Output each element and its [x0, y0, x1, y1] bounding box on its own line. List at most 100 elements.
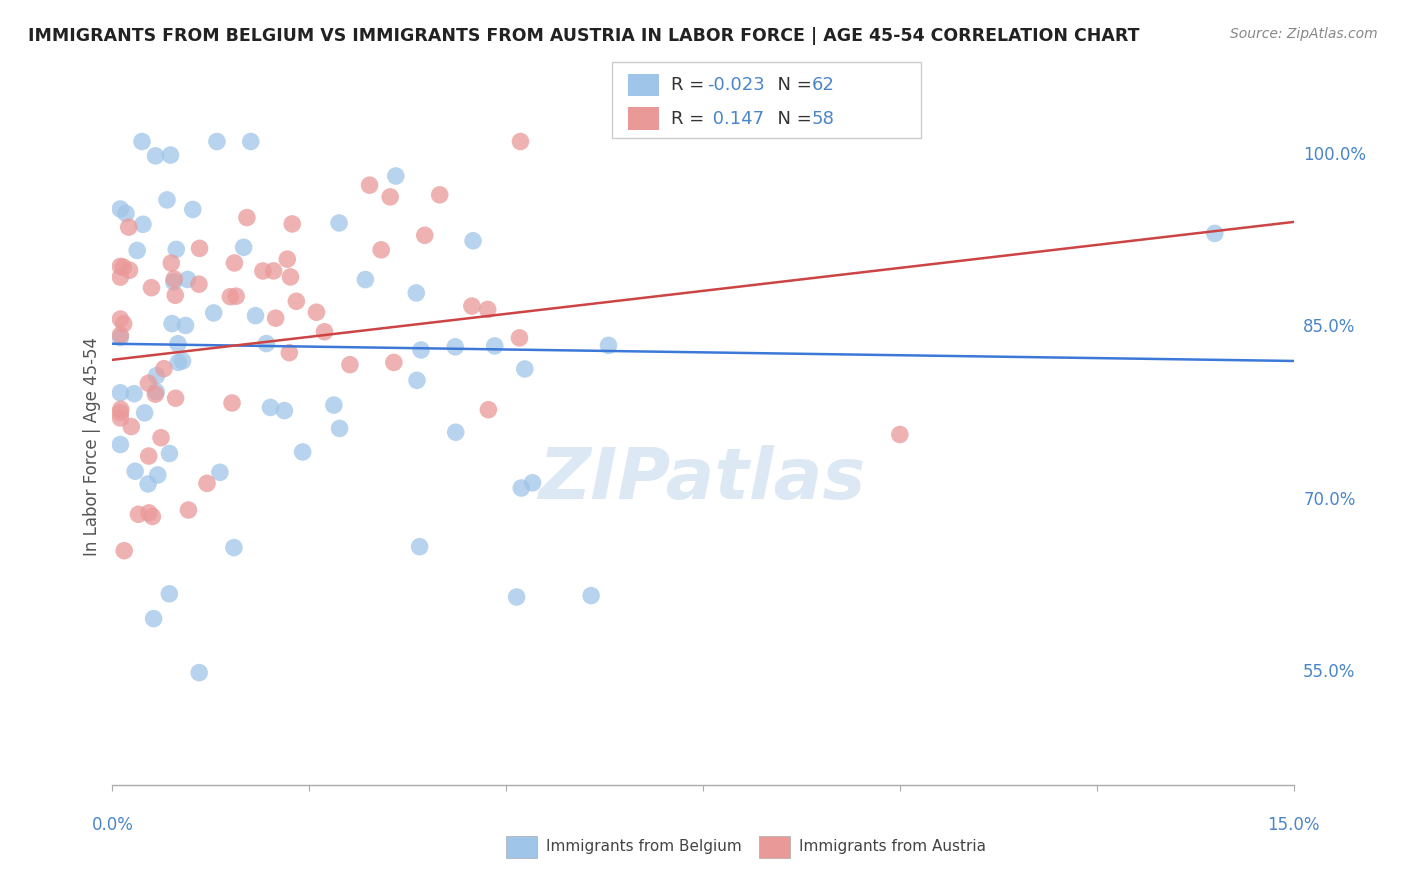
Point — [174, 318, 197, 333]
Point — [382, 355, 405, 369]
Point — [508, 331, 530, 345]
Point — [112, 543, 135, 558]
Point — [165, 391, 187, 405]
Point — [110, 330, 132, 344]
Point — [142, 612, 165, 626]
Point — [110, 312, 132, 326]
Point — [110, 270, 132, 285]
Point — [408, 540, 430, 554]
Text: N =: N = — [766, 110, 818, 128]
Point — [112, 317, 135, 331]
Point — [177, 503, 200, 517]
Point — [146, 467, 169, 482]
Point — [118, 263, 141, 277]
Point — [163, 275, 186, 289]
Point — [167, 336, 190, 351]
Point — [281, 217, 304, 231]
Point — [285, 294, 308, 309]
Point — [165, 243, 187, 257]
Point — [477, 302, 499, 317]
Point — [225, 289, 247, 303]
Point — [509, 135, 531, 149]
Point — [444, 425, 467, 440]
Point — [1204, 227, 1226, 241]
Point — [259, 401, 281, 415]
Point — [110, 402, 132, 417]
Point — [429, 187, 451, 202]
Point — [110, 260, 132, 274]
Text: IMMIGRANTS FROM BELGIUM VS IMMIGRANTS FROM AUSTRIA IN LABOR FORCE | AGE 45-54 CO: IMMIGRANTS FROM BELGIUM VS IMMIGRANTS FR… — [28, 27, 1140, 45]
Point — [136, 477, 159, 491]
Text: 0.0%: 0.0% — [91, 816, 134, 834]
Point — [236, 211, 259, 225]
Point — [134, 406, 156, 420]
Point — [413, 228, 436, 243]
Point — [252, 264, 274, 278]
Point — [232, 240, 254, 254]
Point — [122, 386, 145, 401]
Point — [409, 343, 432, 357]
Point — [276, 252, 298, 267]
Point — [145, 384, 167, 399]
Text: R =: R = — [671, 110, 710, 128]
Point — [157, 587, 180, 601]
Text: Immigrants from Belgium: Immigrants from Belgium — [546, 839, 741, 855]
Point — [172, 354, 194, 368]
Point — [110, 202, 132, 216]
Text: 15.0%: 15.0% — [1267, 816, 1320, 834]
Point — [239, 135, 262, 149]
Point — [159, 148, 181, 162]
Point — [328, 216, 350, 230]
Point — [167, 355, 190, 369]
Point — [208, 466, 231, 480]
Point — [110, 406, 132, 420]
Y-axis label: In Labor Force | Age 45-54: In Labor Force | Age 45-54 — [83, 336, 101, 556]
Point — [461, 234, 484, 248]
Point — [112, 260, 135, 274]
Point — [484, 339, 506, 353]
Point — [163, 272, 186, 286]
Point — [110, 437, 132, 451]
Point — [138, 506, 160, 520]
Point — [176, 272, 198, 286]
Point — [477, 402, 499, 417]
Point — [354, 272, 377, 286]
Point — [370, 243, 392, 257]
Point — [205, 135, 228, 149]
Point — [221, 396, 243, 410]
Text: ZIPatlas: ZIPatlas — [540, 445, 866, 515]
Point — [110, 385, 132, 400]
Point — [579, 589, 602, 603]
Point — [188, 665, 211, 680]
Point — [219, 290, 242, 304]
Point — [143, 387, 166, 401]
Point — [224, 256, 246, 270]
Point — [110, 411, 132, 425]
Text: Source: ZipAtlas.com: Source: ZipAtlas.com — [1230, 27, 1378, 41]
Text: -0.023: -0.023 — [707, 76, 765, 94]
Point — [359, 178, 381, 193]
Point — [115, 206, 138, 220]
Point — [513, 362, 536, 376]
Point — [406, 373, 429, 387]
Point — [273, 403, 295, 417]
Point — [339, 358, 361, 372]
Point — [124, 464, 146, 478]
Point — [127, 508, 149, 522]
Text: 58: 58 — [811, 110, 834, 128]
Point — [202, 306, 225, 320]
Point — [145, 149, 167, 163]
Point — [138, 449, 160, 463]
Point — [291, 445, 314, 459]
Point — [522, 475, 544, 490]
Point — [263, 264, 285, 278]
Point — [132, 217, 155, 231]
Point — [131, 135, 153, 149]
Point — [405, 285, 427, 300]
Point — [145, 368, 167, 383]
Point — [598, 338, 620, 352]
Point — [889, 427, 911, 442]
Point — [150, 431, 173, 445]
Point — [280, 269, 302, 284]
Point — [120, 419, 142, 434]
